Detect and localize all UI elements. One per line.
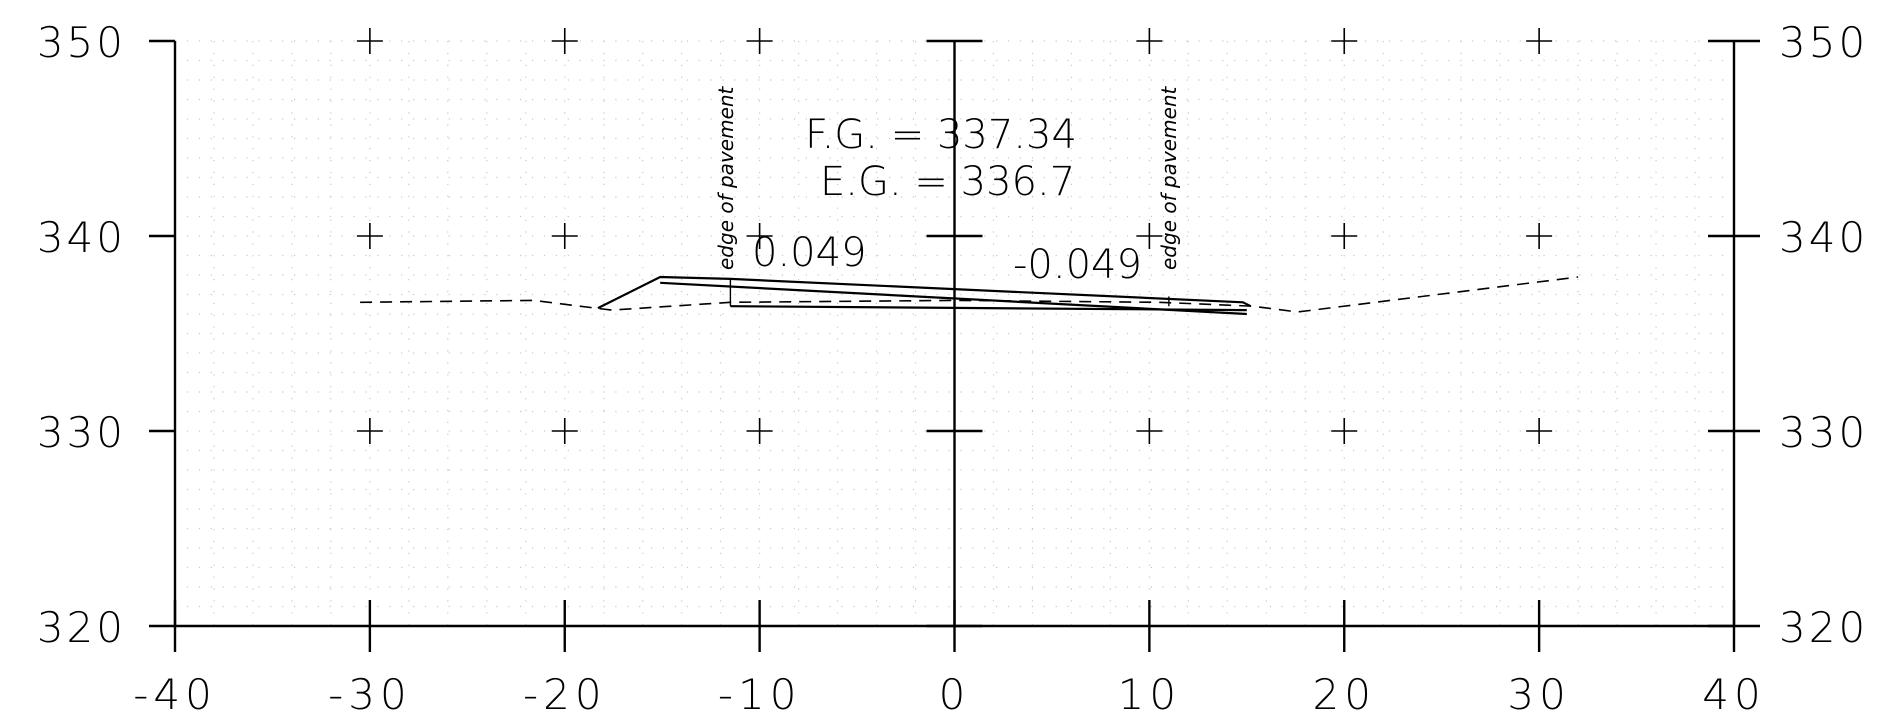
grid-cross [746,223,773,249]
y-tick-label-right: 340 [1779,213,1868,262]
left-slope-label: 0.049 [752,230,867,276]
fg-label: F.G. = 337.34 [805,112,1077,158]
grid-cross [1136,418,1163,444]
grid-cross [1526,28,1553,54]
grid-cross [1136,28,1163,54]
tick-labels: -40 -30 -20 -10 0 10 20 30 40 350 350 340 340 330 330 3… [37,18,1868,711]
pavement-section-line [730,305,1247,312]
grid-crosses [356,28,1553,444]
y-tick-label-left: 340 [37,213,126,262]
grid-cross [356,28,383,54]
grid-cross [551,223,578,249]
grid-cross [1331,223,1358,249]
x-tick-label: 10 [1118,670,1181,711]
grid-cross [551,418,578,444]
grid-cross [551,28,578,54]
grid-cross [1331,28,1358,54]
grid-cross [746,28,773,54]
edge-of-pavement-left: edge of pavement [714,85,738,270]
x-tick-label: 40 [1702,670,1765,711]
grid-cross [356,418,383,444]
pavement-section-line [597,275,1252,310]
x-tick-label: 20 [1313,670,1376,711]
x-tick-label: -40 [133,670,217,711]
eg-label: E.G. = 336.7 [820,159,1075,205]
grid-cross [1136,223,1163,249]
y-tick-label-left: 330 [37,408,126,457]
grid-cross [1526,223,1553,249]
y-tick-label-right: 330 [1779,408,1868,457]
grid-cross [356,223,383,249]
right-slope-label: -0.049 [1013,242,1142,288]
profile-lines [360,275,1579,316]
x-tick-label: -30 [328,670,412,711]
x-tick-label: 30 [1507,670,1570,711]
x-tick-label: 0 [939,670,971,711]
grid-cross [1331,418,1358,444]
y-tick-label-left: 350 [37,18,126,67]
existing-ground-line [360,276,1579,313]
plot-frame [149,39,1760,652]
x-tick-label: -10 [718,670,802,711]
y-tick-label-left: 320 [37,603,126,652]
y-tick-label-right: 320 [1779,603,1868,652]
y-tick-label-right: 350 [1779,18,1868,67]
grid-cross [746,418,773,444]
edge-of-pavement-right: edge of pavement [1157,85,1181,270]
x-tick-label: -20 [523,670,607,711]
grid-cross [1526,418,1553,444]
